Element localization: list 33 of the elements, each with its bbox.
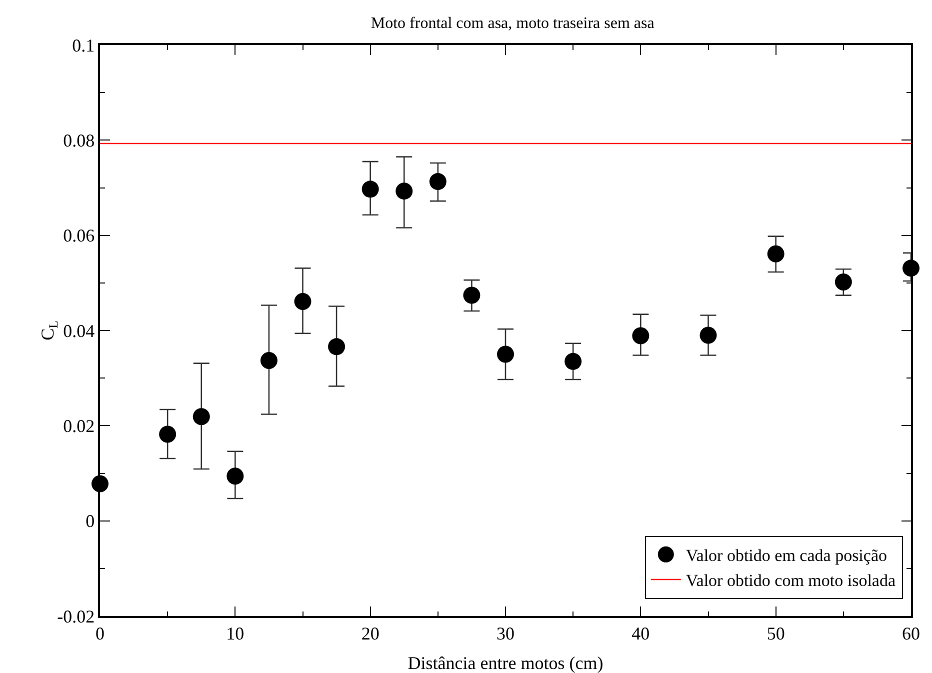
y-tick-label: 0.02 [63,416,95,436]
point [159,426,176,443]
y-tick-label: 0 [86,511,95,532]
point [226,468,244,485]
point [700,326,717,344]
x-tick-label: 60 [902,623,920,644]
x-tick-label: 40 [632,623,650,644]
point [260,352,278,369]
point [429,173,446,190]
point [564,352,582,370]
y-tick-label: 0.04 [63,320,95,341]
point [834,273,852,290]
point [294,292,312,310]
y-tick-label: -0.02 [57,606,95,626]
point [497,346,514,363]
x-tick-label: 50 [766,623,785,644]
x-axis-title: Distância entre motos (cm) [408,653,604,673]
chart-title: Moto frontal com asa, moto traseira sem asa [370,15,654,32]
y-tick-label: 0.1 [72,35,95,56]
x-tick-label: 20 [361,623,380,644]
point [362,180,379,198]
x-tick-label: 10 [226,623,244,644]
point [328,338,346,356]
point [463,286,480,304]
point [192,408,210,426]
legend-label: Valor obtido com moto isolada [686,571,896,590]
y-tick-label: 0.06 [63,226,95,246]
point [396,182,413,200]
point [767,245,784,262]
legend-label: Valor obtido em cada posição [686,546,887,566]
point [632,327,650,344]
y-tick-label: 0.08 [63,130,95,150]
x-tick-label: 30 [496,623,514,644]
